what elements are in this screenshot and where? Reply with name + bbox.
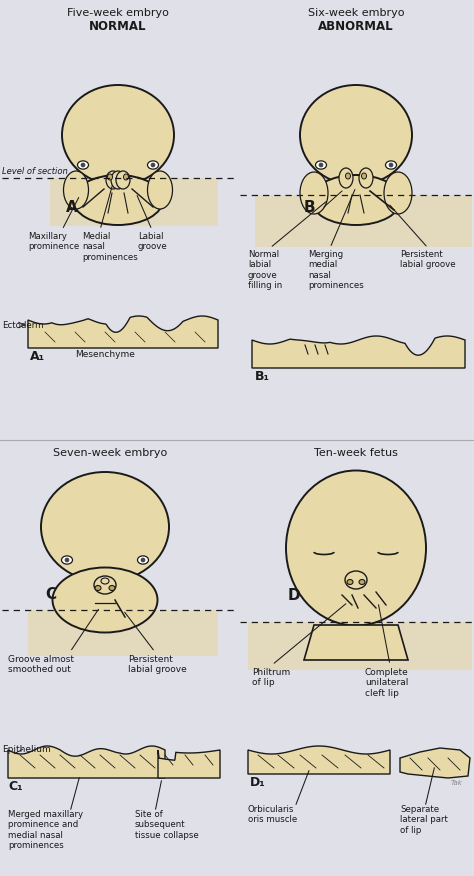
Ellipse shape (286, 470, 426, 625)
Polygon shape (50, 178, 218, 226)
Ellipse shape (73, 175, 163, 225)
Polygon shape (28, 316, 218, 348)
Text: Mesenchyme: Mesenchyme (75, 350, 135, 359)
Circle shape (151, 163, 155, 167)
Text: Maxillary
prominence: Maxillary prominence (28, 232, 79, 251)
Polygon shape (252, 336, 465, 368)
Ellipse shape (94, 576, 116, 594)
Polygon shape (8, 746, 165, 778)
Circle shape (81, 163, 85, 167)
Circle shape (319, 163, 323, 167)
Text: A₁: A₁ (30, 350, 45, 363)
Ellipse shape (101, 578, 109, 584)
Text: Epithelium: Epithelium (2, 745, 51, 754)
Text: NORMAL: NORMAL (89, 20, 147, 33)
Text: Merged maxillary
prominence and
medial nasal
prominences: Merged maxillary prominence and medial n… (8, 810, 83, 851)
Ellipse shape (109, 585, 115, 590)
Ellipse shape (359, 168, 373, 188)
Ellipse shape (53, 568, 157, 632)
Text: Philtrum
of lip: Philtrum of lip (252, 668, 290, 688)
Text: Groove almost
smoothed out: Groove almost smoothed out (8, 655, 74, 675)
Text: Tak: Tak (450, 780, 462, 786)
Polygon shape (158, 750, 220, 778)
Polygon shape (248, 622, 472, 670)
Text: Medial
nasal
prominences: Medial nasal prominences (82, 232, 138, 262)
Ellipse shape (78, 161, 89, 169)
Text: Orbicularis
oris muscle: Orbicularis oris muscle (248, 805, 297, 824)
Polygon shape (28, 610, 218, 656)
Text: D: D (288, 588, 301, 603)
Ellipse shape (345, 571, 367, 589)
Ellipse shape (106, 171, 120, 189)
Ellipse shape (300, 172, 328, 214)
Ellipse shape (346, 173, 350, 179)
Ellipse shape (316, 161, 327, 169)
Ellipse shape (311, 175, 401, 225)
Polygon shape (248, 746, 390, 774)
Ellipse shape (347, 580, 353, 584)
Text: Six-week embryo: Six-week embryo (308, 8, 404, 18)
Text: Complete
unilateral
cleft lip: Complete unilateral cleft lip (365, 668, 409, 698)
Ellipse shape (300, 85, 412, 185)
Polygon shape (400, 748, 470, 778)
Ellipse shape (41, 472, 169, 582)
Ellipse shape (108, 174, 112, 180)
Ellipse shape (124, 174, 128, 180)
Text: Persistent
labial groove: Persistent labial groove (128, 655, 187, 675)
Ellipse shape (147, 171, 173, 209)
Ellipse shape (339, 168, 353, 188)
Text: B: B (304, 200, 316, 215)
Text: B₁: B₁ (255, 370, 270, 383)
Text: Site of
subsequent
tissue collapse: Site of subsequent tissue collapse (135, 810, 199, 840)
Ellipse shape (62, 85, 174, 185)
Ellipse shape (116, 171, 130, 189)
Text: Merging
medial
nasal
prominences: Merging medial nasal prominences (308, 250, 364, 290)
Ellipse shape (64, 171, 89, 209)
Ellipse shape (384, 172, 412, 214)
Text: C: C (45, 587, 56, 602)
Circle shape (141, 558, 145, 562)
Text: Separate
lateral part
of lip: Separate lateral part of lip (400, 805, 448, 835)
Ellipse shape (359, 580, 365, 584)
Ellipse shape (137, 556, 148, 564)
Text: Labial
groove: Labial groove (138, 232, 168, 251)
Circle shape (65, 558, 69, 562)
Ellipse shape (385, 161, 396, 169)
Text: Seven-week embryo: Seven-week embryo (53, 448, 167, 458)
Ellipse shape (111, 171, 125, 189)
Polygon shape (304, 625, 408, 660)
Polygon shape (255, 195, 472, 247)
Text: Ten-week fetus: Ten-week fetus (314, 448, 398, 458)
Ellipse shape (62, 556, 73, 564)
Ellipse shape (95, 585, 101, 590)
Text: A: A (66, 200, 78, 215)
Text: ABNORMAL: ABNORMAL (318, 20, 394, 33)
Ellipse shape (362, 173, 366, 179)
Text: D₁: D₁ (250, 776, 266, 789)
Text: Persistent
labial groove: Persistent labial groove (400, 250, 456, 270)
Ellipse shape (147, 161, 158, 169)
Text: Five-week embryo: Five-week embryo (67, 8, 169, 18)
Text: C₁: C₁ (8, 780, 23, 793)
Text: Level of section: Level of section (2, 167, 68, 176)
Text: Normal
labial
groove
filling in: Normal labial groove filling in (248, 250, 282, 290)
Circle shape (389, 163, 393, 167)
Text: Ectoderm: Ectoderm (2, 321, 44, 329)
